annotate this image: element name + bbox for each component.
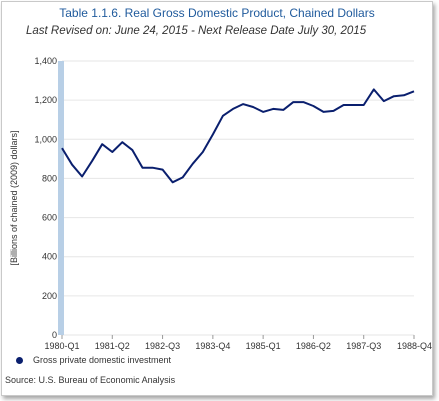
y-tick-label: 400 (42, 252, 57, 262)
series-line (61, 88, 415, 184)
x-tick-label: 1988-Q4 (397, 341, 432, 351)
x-tick-label: 1982-Q3 (145, 341, 180, 351)
y-tick-label: 1,200 (34, 95, 57, 105)
chart-frame (1, 1, 433, 396)
grid-layer (62, 60, 414, 336)
y-tick-label: 600 (42, 213, 57, 223)
x-axis-ticks: 1980-Q1 1981-Q2 1982-Q3 1983-Q4 1985-Q1 1986-… (44, 335, 432, 351)
legend-label: Gross private domestic investment (33, 355, 172, 365)
highlight-band (58, 61, 64, 335)
legend-marker (16, 356, 23, 364)
x-tick-label: 1987-Q3 (346, 341, 381, 351)
chart-subtitle: Last Revised on: June 24, 2015 - Next Re… (26, 25, 367, 37)
y-tick-label: 800 (42, 173, 57, 183)
x-tick-label: 1980-Q1 (44, 341, 79, 351)
y-tick-label: 1,400 (34, 56, 57, 66)
y-tick-label: 0 (52, 330, 57, 340)
chart-title: Table 1.1.6. Real Gross Domestic Product… (59, 6, 375, 20)
y-axis-label: [Billions of chained (2009) dollars] (9, 130, 19, 265)
legend: Gross private domestic investment (16, 355, 171, 365)
y-tick-label: 1,000 (34, 134, 57, 144)
y-tick-label: 200 (42, 291, 57, 301)
x-tick-label: 1986-Q2 (296, 341, 331, 351)
x-tick-label: 1981-Q2 (95, 341, 130, 351)
source-note: Source: U.S. Bureau of Economic Analysis (5, 375, 176, 385)
x-tick-label: 1983-Q4 (195, 341, 230, 351)
series-layer (61, 88, 415, 184)
y-axis-ticks: 0 200 400 600 800 1,000 1,200 1,400 (34, 56, 57, 340)
x-tick-label: 1985-Q1 (246, 341, 281, 351)
